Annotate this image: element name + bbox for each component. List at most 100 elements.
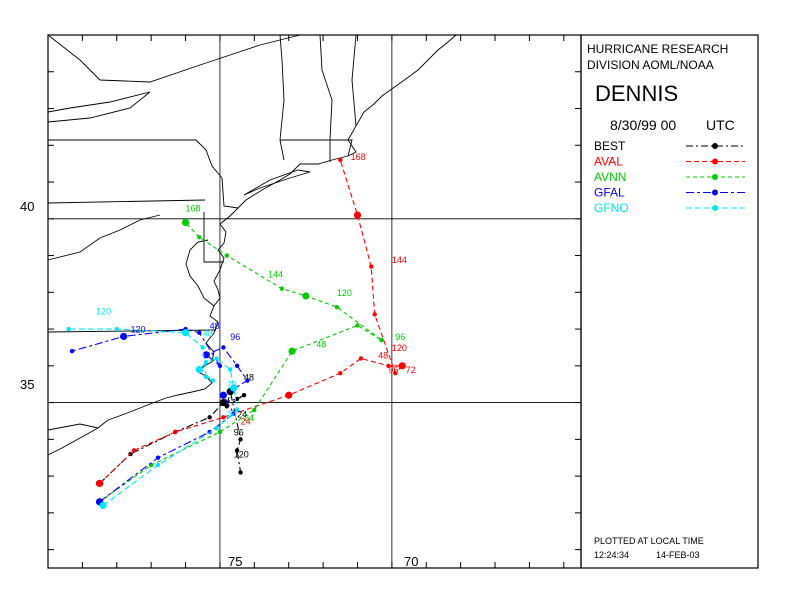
- state-line-ma-ct: [280, 139, 353, 157]
- forecast-hour-label-gfno: 72: [227, 380, 237, 390]
- track-point-avnn: [224, 253, 230, 258]
- state-line-ny-pa: [48, 139, 223, 179]
- forecast-hour-label-avnn: 96: [395, 332, 405, 342]
- forecast-hour-label-gfno: 120: [96, 306, 111, 316]
- state-line-pa-md: [47, 199, 206, 204]
- plotted-note: PLOTTED AT LOCAL TIME: [594, 536, 704, 546]
- track-point-best: [219, 398, 227, 407]
- track-point-avnn: [334, 304, 340, 310]
- plot-date: 14-FEB-03: [656, 550, 700, 560]
- track-point-gfal: [219, 391, 227, 399]
- track-point-gfno: [214, 356, 219, 361]
- init-time: 8/30/99 00: [610, 117, 676, 133]
- legend-label-gfno: GFNO: [594, 201, 629, 215]
- track-point-best: [234, 448, 240, 453]
- track-point-gfno: [155, 462, 161, 468]
- state-line-nh-me: [351, 34, 357, 127]
- state-line-nj: [221, 177, 239, 209]
- legend-label-best: BEST: [594, 139, 626, 153]
- state-line-de-md: [203, 212, 224, 263]
- lon-label-70: 70: [404, 554, 418, 569]
- legend-label-gfal: GFAL: [594, 186, 625, 200]
- track-point-aval: [372, 312, 377, 317]
- forecast-hour-label-avnn: 168: [186, 203, 201, 213]
- forecast-hour-label-avnn: 48: [316, 339, 326, 349]
- track-point-gfal: [231, 411, 236, 416]
- track-point-avnn: [355, 323, 360, 328]
- canada-border: [47, 34, 301, 83]
- info-panel-frame: [580, 34, 759, 569]
- track-point-aval: [358, 356, 364, 361]
- forecast-hour-label-aval: 24: [241, 417, 251, 427]
- forecast-hour-label-best: 24: [237, 409, 247, 419]
- forecast-hour-label-best: 96: [234, 428, 244, 438]
- track-point-aval: [398, 362, 406, 370]
- legend-marker-gfno: [712, 205, 718, 211]
- track-point-gfal: [221, 345, 226, 350]
- storm-name: DENNIS: [595, 81, 678, 106]
- state-line-vt-nh: [319, 34, 333, 141]
- legend-marker-best: [712, 143, 718, 149]
- forecast-hour-label-gfal: 48: [210, 321, 220, 331]
- legend-label-avnn: AVNN: [594, 170, 626, 184]
- track-point-gfno: [230, 384, 238, 392]
- state-line-nc-sc: [47, 423, 99, 431]
- track-point-aval: [131, 448, 137, 453]
- track-point-gfno: [181, 329, 190, 337]
- track-point-gfno: [195, 365, 203, 374]
- lake-ontario: [47, 91, 151, 123]
- init-timezone: UTC: [706, 117, 735, 133]
- forecast-hour-label-aval: 120: [392, 343, 407, 353]
- org-line-2: DIVISION AOML/NOAA: [587, 58, 714, 72]
- track-point-gfal: [217, 363, 223, 369]
- track-point-gfal: [234, 363, 240, 369]
- forecast-hour-label-aval: 144: [392, 255, 407, 265]
- track-point-avnn: [181, 218, 190, 227]
- forecast-hour-label-avnn: 120: [337, 288, 352, 298]
- track-point-best: [241, 393, 247, 398]
- forecast-hour-label-best: 120: [234, 450, 249, 460]
- track-point-gfno: [66, 326, 71, 332]
- chesapeake-bay: [185, 239, 215, 307]
- track-point-best: [238, 437, 243, 442]
- lon-label-75: 75: [228, 554, 242, 569]
- track-point-gfno: [210, 378, 216, 383]
- track-point-gfal: [120, 332, 128, 341]
- track-point-gfno: [203, 359, 209, 365]
- forecast-hour-label-aval: 48: [378, 350, 388, 360]
- track-point-avnn: [302, 292, 310, 300]
- track-point-aval: [369, 264, 374, 269]
- state-line-ny-vt: [279, 34, 285, 161]
- coastline-us-east: [47, 34, 457, 456]
- lat-lon-grid: [48, 35, 581, 568]
- track-point-avnn: [379, 337, 384, 343]
- track-point-aval: [386, 363, 391, 369]
- track-point-gfal: [197, 330, 202, 335]
- track-point-gfno: [200, 345, 205, 350]
- plot-time: 12:24:34: [594, 550, 629, 560]
- track-gfal: [71, 328, 249, 503]
- track-point-gfal: [202, 351, 210, 359]
- legend-marker-aval: [712, 158, 718, 165]
- track-point-best: [207, 415, 212, 420]
- track-point-avnn: [252, 407, 257, 413]
- legend-marker-avnn: [712, 174, 718, 180]
- legend-marker-gfal: [712, 189, 718, 196]
- forecast-hour-label-best: 48: [244, 373, 254, 383]
- track-point-avnn: [197, 234, 202, 240]
- state-line-va-wv: [47, 214, 161, 261]
- track-point-avnn: [217, 429, 223, 435]
- track-point-aval: [95, 479, 104, 488]
- lat-label-40: 40: [20, 199, 34, 214]
- forecast-hour-label-aval: 72: [406, 365, 416, 375]
- track-point-gfno: [114, 326, 119, 332]
- track-point-aval: [338, 370, 343, 376]
- track-point-best: [238, 470, 243, 475]
- track-point-gfno: [234, 407, 240, 413]
- long-island: [243, 169, 311, 196]
- legend-label-aval: AVAL: [594, 155, 623, 169]
